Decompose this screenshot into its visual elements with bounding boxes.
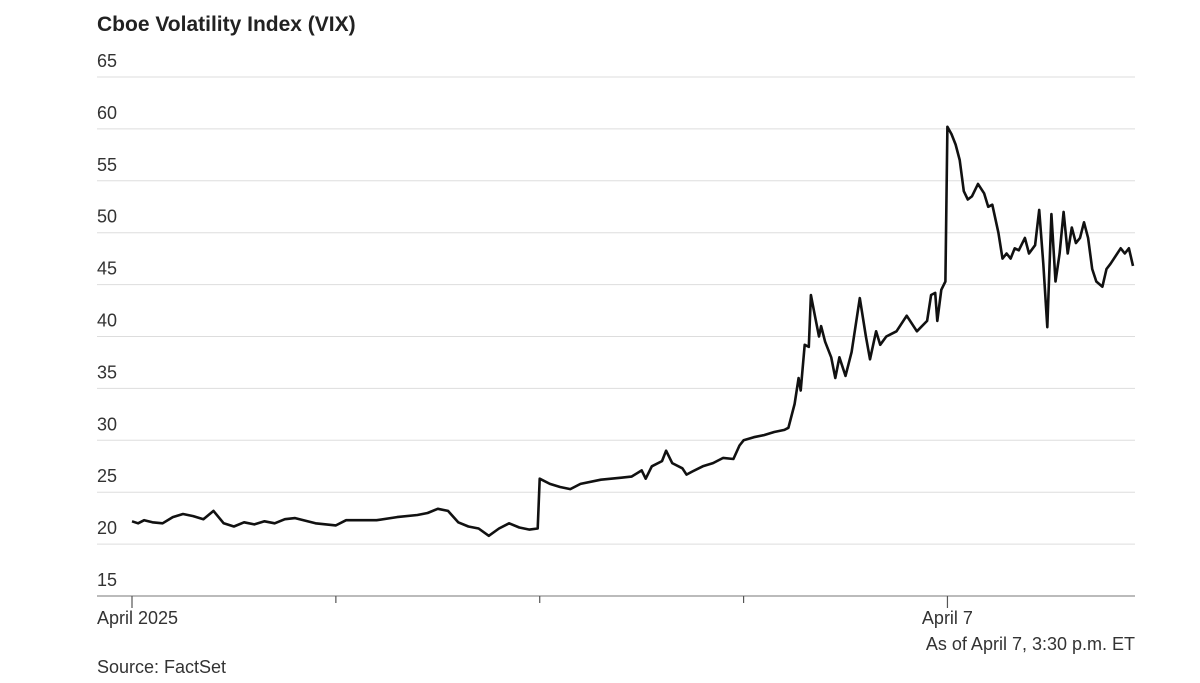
source: Source: FactSet [97, 657, 226, 677]
y-tick-label: 30 [97, 414, 117, 434]
y-tick-label: 35 [97, 362, 117, 382]
y-tick-label: 25 [97, 466, 117, 486]
vix-line [131, 125, 1135, 538]
y-tick-label: 45 [97, 259, 117, 279]
x-tick-label: April 7 [922, 608, 973, 628]
y-tick-label: 60 [97, 103, 117, 123]
chart-title: Cboe Volatility Index (VIX) [97, 13, 356, 36]
x-tick-label: April 2025 [97, 608, 178, 628]
y-tick-label: 20 [97, 518, 117, 538]
y-tick-label: 55 [97, 155, 117, 175]
y-tick-label: 50 [97, 207, 117, 227]
y-tick-label: 40 [97, 311, 117, 331]
y-tick-label: 15 [97, 570, 117, 590]
annotation: As of April 7, 3:30 p.m. ET [926, 634, 1135, 654]
y-tick-label: 65 [97, 51, 117, 71]
